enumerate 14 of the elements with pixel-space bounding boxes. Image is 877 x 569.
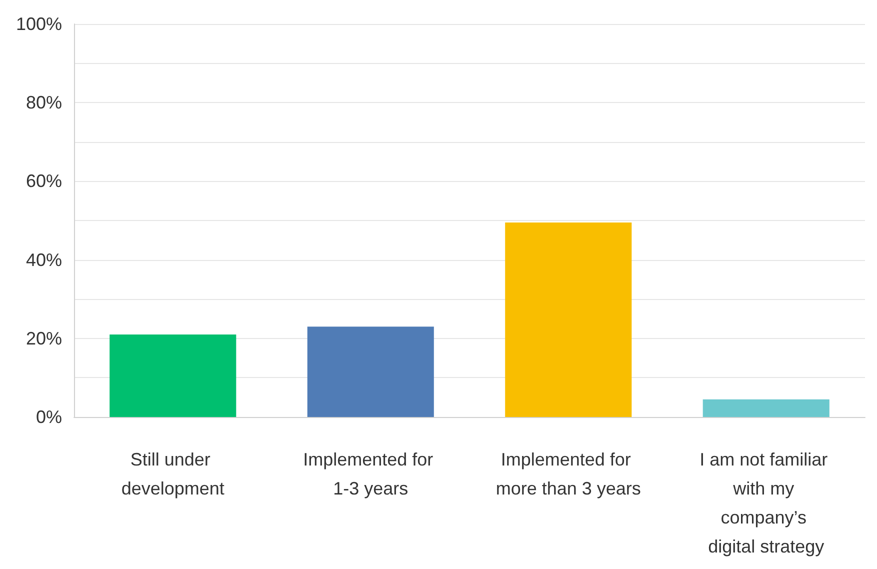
y-tick-label: 80% [26, 92, 62, 113]
bar [505, 222, 632, 417]
y-tick-label: 20% [26, 328, 62, 348]
x-tick-label: Implemented for 1-3 years [303, 450, 438, 498]
y-tick-label: 0% [36, 407, 62, 427]
bar [110, 334, 236, 417]
x-tick-label: I am not familiar with my company’s digital strategy [700, 450, 833, 556]
x-tick-label: Still under development [121, 450, 224, 498]
bar [702, 399, 830, 417]
y-tick-label: 40% [26, 250, 62, 270]
y-tick-label: 100% [16, 14, 62, 34]
y-tick-label: 60% [26, 171, 62, 192]
x-tick-label: Implemented for more than 3 years [496, 450, 641, 498]
bar [307, 326, 434, 417]
